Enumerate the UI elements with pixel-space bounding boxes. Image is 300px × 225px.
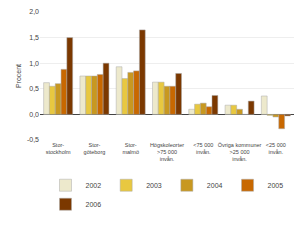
svg-text:Stor-stockholm: Stor-stockholm xyxy=(46,142,71,155)
svg-text:2,0: 2,0 xyxy=(29,8,39,15)
svg-text:Stor-malmö: Stor-malmö xyxy=(122,142,139,155)
svg-text:<75 000invån.: <75 000invån. xyxy=(193,142,213,155)
svg-text:2002: 2002 xyxy=(86,182,102,189)
svg-text:<25 000invån.: <25 000invån. xyxy=(266,142,286,155)
svg-text:2005: 2005 xyxy=(268,182,284,189)
svg-text:2003: 2003 xyxy=(146,182,162,189)
svg-text:Stor-göteborg: Stor-göteborg xyxy=(84,142,106,155)
svg-text:Högskoleorter>75 000invån.: Högskoleorter>75 000invån. xyxy=(150,142,184,162)
svg-text:0,5: 0,5 xyxy=(29,85,39,92)
svg-text:Övriga kommuner>25 000invån.: Övriga kommuner>25 000invån. xyxy=(218,142,262,162)
svg-text:2006: 2006 xyxy=(86,201,102,208)
svg-text:Procent: Procent xyxy=(15,64,22,88)
svg-text:2004: 2004 xyxy=(207,182,223,189)
svg-text:1,5: 1,5 xyxy=(29,34,39,41)
svg-text:-0,5: -0,5 xyxy=(27,136,39,143)
svg-text:0,0: 0,0 xyxy=(29,111,39,118)
svg-text:1,0: 1,0 xyxy=(29,60,39,67)
